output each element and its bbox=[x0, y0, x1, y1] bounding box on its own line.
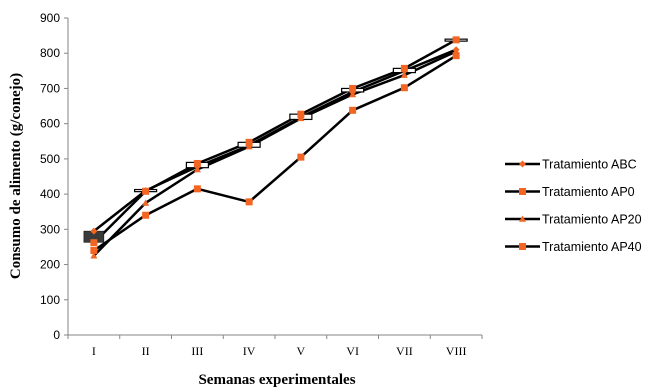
error-boxes bbox=[83, 38, 468, 243]
legend-label: Tratamiento AP0 bbox=[542, 185, 635, 199]
y-tick-label: 0 bbox=[53, 328, 60, 342]
data-point-tratamiento-ap40 bbox=[297, 110, 305, 118]
data-point-tratamiento-ap20 bbox=[349, 90, 357, 98]
axes-layer bbox=[64, 17, 483, 339]
y-axis-title: Consumo de alimento (g/conejo) bbox=[8, 73, 24, 279]
data-point-tratamiento-ap0 bbox=[400, 84, 408, 92]
legend: Tratamiento ABC Tratamiento AP0 Tratamient… bbox=[505, 158, 642, 254]
data-point-tratamiento-ap40 bbox=[142, 187, 150, 195]
legend-label: Tratamiento ABC bbox=[542, 158, 637, 172]
x-axis-title: Semanas experimentales bbox=[198, 372, 355, 388]
data-point-tratamiento-ap0 bbox=[452, 52, 460, 60]
data-point-tratamiento-ap40 bbox=[193, 159, 201, 167]
legend-label: Tratamiento AP40 bbox=[542, 240, 642, 254]
data-point-tratamiento-ap20 bbox=[142, 199, 150, 206]
legend-swatch-marker bbox=[519, 215, 526, 222]
data-point-tratamiento-ap20 bbox=[90, 252, 98, 259]
series-line-tratamiento-ap20 bbox=[93, 50, 457, 257]
x-tick-label-iii: III bbox=[191, 344, 203, 358]
legend-entry-tratamiento-abc: Tratamiento ABC bbox=[505, 158, 637, 172]
y-tick-label: 200 bbox=[40, 258, 60, 272]
data-point-tratamiento-ap0 bbox=[142, 211, 150, 219]
y-tick-label: 700 bbox=[40, 81, 60, 95]
data-point-tratamiento-ap20 bbox=[245, 143, 253, 150]
series-line-tratamiento-ap0 bbox=[93, 54, 457, 252]
legend-swatch-marker bbox=[519, 188, 526, 195]
data-point-tratamiento-ap0 bbox=[245, 198, 253, 206]
data-point-tratamiento-ap0 bbox=[349, 106, 357, 114]
data-point-tratamiento-ap40 bbox=[400, 64, 408, 72]
y-tick-label: 900 bbox=[40, 11, 60, 25]
data-point-tratamiento-ap0 bbox=[297, 153, 305, 161]
y-tick-label: 100 bbox=[40, 293, 60, 307]
legend-label: Tratamiento AP20 bbox=[542, 213, 642, 227]
data-point-tratamiento-ap20 bbox=[452, 47, 460, 55]
legend-swatch-marker bbox=[519, 160, 526, 168]
x-tick-label-vii: VII bbox=[396, 344, 413, 358]
x-tick-label-vi: VI bbox=[346, 344, 359, 358]
legend-entry-tratamiento-ap20: Tratamiento AP20 bbox=[505, 213, 642, 227]
x-tick-label-viii: VIII bbox=[446, 344, 467, 358]
y-tick-label: 500 bbox=[40, 152, 60, 166]
data-point-tratamiento-ap40 bbox=[349, 84, 357, 92]
x-tick-label-ii: II bbox=[142, 344, 150, 358]
y-tick-label: 300 bbox=[40, 222, 60, 236]
x-tick-label-i: I bbox=[92, 344, 96, 358]
data-point-tratamiento-abc bbox=[90, 227, 98, 235]
legend-entry-tratamiento-ap40: Tratamiento AP40 bbox=[505, 240, 642, 254]
data-point-tratamiento-ap0 bbox=[90, 246, 98, 254]
data-point-tratamiento-ap40 bbox=[245, 138, 253, 146]
data-point-tratamiento-ap0 bbox=[193, 185, 201, 193]
data-point-tratamiento-ap20 bbox=[400, 71, 408, 78]
y-tick-label: 600 bbox=[40, 117, 60, 131]
x-tick-label-v: V bbox=[297, 344, 306, 358]
data-point-tratamiento-ap40 bbox=[90, 239, 98, 247]
y-tick-label: 800 bbox=[40, 46, 60, 60]
data-point-tratamiento-ap20 bbox=[193, 165, 201, 173]
x-tick-label-iv: IV bbox=[243, 344, 256, 358]
series-markers bbox=[90, 36, 460, 259]
legend-entry-tratamiento-ap0: Tratamiento AP0 bbox=[505, 185, 635, 199]
data-point-tratamiento-ap40 bbox=[452, 36, 460, 44]
y-tick-label: 400 bbox=[40, 187, 60, 201]
data-point-tratamiento-ap20 bbox=[297, 114, 305, 122]
legend-swatch-marker bbox=[519, 243, 526, 250]
